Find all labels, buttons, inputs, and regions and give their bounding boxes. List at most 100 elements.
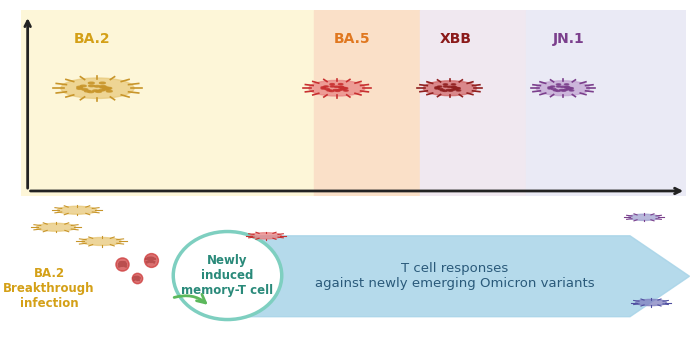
Circle shape [552, 89, 556, 90]
Circle shape [343, 88, 348, 89]
Circle shape [561, 86, 565, 88]
Bar [21, 10, 314, 196]
Circle shape [550, 86, 554, 87]
Circle shape [338, 89, 342, 90]
Circle shape [88, 91, 94, 93]
Circle shape [456, 88, 461, 89]
Circle shape [321, 87, 326, 88]
Circle shape [89, 85, 95, 87]
Circle shape [96, 91, 101, 92]
Circle shape [566, 87, 570, 88]
Circle shape [106, 88, 112, 89]
Circle shape [435, 88, 439, 89]
Circle shape [251, 233, 281, 239]
Circle shape [452, 87, 456, 88]
Circle shape [564, 89, 568, 90]
Circle shape [452, 84, 456, 85]
Circle shape [438, 86, 442, 87]
Circle shape [566, 88, 570, 90]
Text: XBB: XBB [440, 32, 472, 46]
Circle shape [570, 90, 574, 91]
Circle shape [324, 86, 328, 87]
Text: BA.2
Breakthrough
infection: BA.2 Breakthrough infection [4, 267, 94, 310]
Circle shape [341, 87, 345, 88]
Bar [420, 10, 526, 196]
Ellipse shape [174, 232, 281, 319]
Circle shape [456, 90, 461, 91]
Circle shape [556, 90, 560, 91]
Circle shape [77, 86, 83, 88]
Circle shape [327, 90, 331, 91]
Circle shape [454, 88, 458, 90]
Circle shape [102, 87, 108, 88]
Circle shape [85, 90, 90, 92]
Polygon shape [210, 236, 690, 317]
Circle shape [565, 87, 569, 88]
Circle shape [536, 81, 589, 96]
Circle shape [439, 89, 443, 90]
Circle shape [338, 83, 343, 85]
Circle shape [342, 88, 346, 89]
Text: T cell responses
against newly emerging Omicron variants: T cell responses against newly emerging … [315, 262, 595, 290]
Circle shape [147, 257, 154, 259]
Circle shape [568, 88, 573, 89]
Circle shape [340, 89, 345, 90]
Circle shape [82, 238, 121, 245]
Circle shape [564, 84, 568, 85]
Circle shape [449, 90, 453, 91]
Circle shape [93, 90, 99, 92]
FancyArrowPatch shape [174, 294, 206, 303]
Circle shape [424, 81, 477, 96]
Circle shape [119, 262, 126, 263]
Circle shape [455, 88, 459, 89]
Circle shape [556, 84, 561, 85]
Circle shape [440, 90, 444, 91]
Circle shape [548, 88, 552, 89]
Circle shape [99, 82, 105, 84]
Circle shape [556, 86, 561, 87]
Circle shape [344, 90, 348, 91]
Circle shape [447, 86, 452, 88]
Circle shape [94, 86, 100, 87]
Circle shape [82, 89, 88, 90]
Circle shape [452, 86, 456, 88]
Circle shape [443, 84, 447, 85]
Circle shape [134, 276, 139, 277]
Text: BA.2: BA.2 [74, 32, 111, 46]
Circle shape [100, 87, 106, 88]
Circle shape [569, 88, 573, 89]
Circle shape [330, 90, 334, 92]
Circle shape [321, 88, 326, 89]
Circle shape [57, 206, 97, 214]
Circle shape [454, 87, 458, 88]
Circle shape [309, 80, 365, 96]
Circle shape [444, 86, 448, 87]
Circle shape [325, 89, 330, 90]
Circle shape [339, 86, 344, 88]
Circle shape [335, 86, 339, 88]
Text: JN.1: JN.1 [553, 32, 584, 46]
Circle shape [335, 90, 340, 91]
Circle shape [36, 223, 76, 231]
Circle shape [548, 87, 552, 88]
Circle shape [88, 82, 95, 84]
Circle shape [554, 90, 558, 91]
Circle shape [339, 87, 343, 88]
Circle shape [559, 90, 564, 91]
Circle shape [77, 88, 83, 89]
Circle shape [447, 90, 451, 91]
Circle shape [333, 90, 338, 91]
Circle shape [102, 89, 108, 90]
Circle shape [330, 86, 335, 87]
Circle shape [106, 90, 112, 92]
Text: BA.5: BA.5 [333, 32, 370, 46]
Text: Newly
induced
memory-T cell: Newly induced memory-T cell [181, 254, 274, 297]
Circle shape [61, 78, 134, 98]
Circle shape [561, 90, 566, 91]
Circle shape [636, 299, 666, 306]
Circle shape [330, 83, 335, 85]
Circle shape [80, 85, 86, 87]
Circle shape [435, 87, 439, 88]
Circle shape [100, 86, 106, 87]
Circle shape [104, 88, 111, 90]
